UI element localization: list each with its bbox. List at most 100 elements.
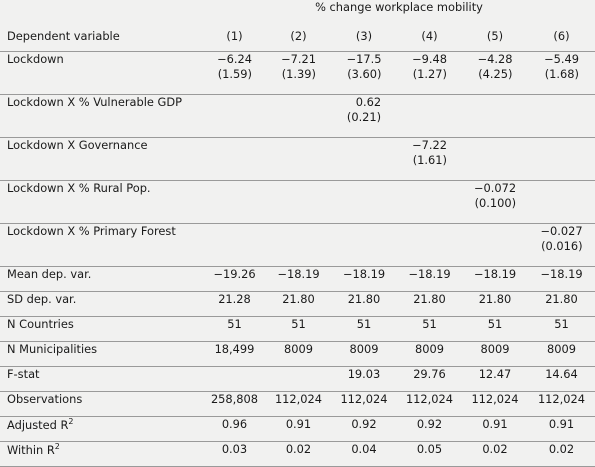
standard-error: (3.60) [347, 67, 382, 81]
statistic-value [203, 366, 266, 392]
statistic-value: 112,024 [331, 391, 397, 417]
coefficient-cell [462, 137, 528, 181]
statistic-value: 0.05 [397, 441, 462, 467]
group-label: % change workplace mobility [315, 0, 483, 14]
standard-error: (1.61) [412, 153, 447, 167]
row-label-text: Observations [7, 392, 83, 406]
coefficient-cell [266, 180, 331, 224]
coefficient-cell [203, 137, 266, 181]
coefficient-cell [203, 180, 266, 224]
statistic-value: 112,024 [266, 391, 331, 417]
row-label: Adjusted R2 [0, 416, 203, 442]
coefficient-row: Lockdown −6.24 (1.59) −7.21 (1.39) −17.5 (3.60… [0, 51, 595, 95]
standard-error: (0.016) [541, 239, 583, 253]
statistic-value: 19.03 [331, 366, 397, 392]
coefficient-cell: −4.28 (4.25) [462, 51, 528, 95]
standard-error: (1.68) [544, 67, 579, 81]
column-header: (2) [266, 29, 331, 52]
row-label-text: Within R [7, 442, 55, 457]
statistic-row: N Countries 51 51 51 51 51 51 [0, 316, 595, 342]
statistic-row: N Municipalities 18,499 8009 8009 8009 8009 80… [0, 341, 595, 367]
statistic-value: 21.80 [397, 291, 462, 317]
coefficient-value: −6.24 [217, 52, 252, 66]
statistic-value: −18.19 [462, 266, 528, 292]
dependent-variable-label: Dependent variable [0, 29, 203, 52]
coefficient-row: Lockdown X % Vulnerable GDP 0.62 (0.21) [0, 94, 595, 138]
standard-error: (4.25) [478, 67, 513, 81]
statistic-value: −18.19 [528, 266, 595, 292]
coefficient-value: −17.5 [346, 52, 382, 66]
coefficient-cell [397, 180, 462, 224]
statistic-row: Within R2 0.03 0.02 0.04 0.05 0.02 0.02 [0, 441, 595, 467]
coefficient-cell [397, 94, 462, 138]
row-label-text: Adjusted R [7, 417, 69, 432]
coefficient-cell [266, 137, 331, 181]
header-blank-cell [0, 0, 203, 29]
statistic-value: 8009 [397, 341, 462, 367]
statistic-value: 0.92 [397, 416, 462, 442]
coefficient-cell [203, 223, 266, 267]
statistic-value: 258,808 [203, 391, 266, 417]
statistic-value: 21.28 [203, 291, 266, 317]
statistic-value: 21.80 [528, 291, 595, 317]
coefficient-cell [266, 94, 331, 138]
row-label: Lockdown X % Primary Forest [0, 223, 203, 267]
statistic-value: −18.19 [331, 266, 397, 292]
statistic-value: 12.47 [462, 366, 528, 392]
statistic-value: 0.96 [203, 416, 266, 442]
row-label: Lockdown [0, 51, 203, 95]
row-label-text: N Countries [7, 317, 74, 331]
coefficient-cell [203, 94, 266, 138]
coefficient-cell [462, 223, 528, 267]
statistic-value [266, 366, 331, 392]
statistic-value: −18.19 [397, 266, 462, 292]
statistic-value: 0.91 [266, 416, 331, 442]
column-header: (3) [331, 29, 397, 52]
statistic-row: F-stat 19.03 29.76 12.47 14.64 [0, 366, 595, 392]
coefficient-cell [528, 180, 595, 224]
coefficient-cell: −5.49 (1.68) [528, 51, 595, 95]
coefficient-cell: −7.21 (1.39) [266, 51, 331, 95]
superscript: 2 [68, 417, 74, 426]
statistic-value: 51 [331, 316, 397, 342]
coefficient-cell: −17.5 (3.60) [331, 51, 397, 95]
coefficient-value: −0.072 [473, 181, 517, 195]
row-label: Within R2 [0, 441, 203, 467]
column-header: (5) [462, 29, 528, 52]
coefficient-value: −5.49 [544, 52, 579, 66]
statistic-value: 51 [462, 316, 528, 342]
coefficient-cell [331, 223, 397, 267]
statistic-value: 18,499 [203, 341, 266, 367]
statistic-value: 8009 [331, 341, 397, 367]
row-label-text: F-stat [7, 367, 40, 381]
row-label: SD dep. var. [0, 291, 203, 317]
row-label: Mean dep. var. [0, 266, 203, 292]
statistic-value: 112,024 [528, 391, 595, 417]
statistic-value: 112,024 [462, 391, 528, 417]
coefficient-cell: −9.48 (1.27) [397, 51, 462, 95]
coefficient-value: −4.28 [477, 52, 513, 66]
statistic-value: 21.80 [266, 291, 331, 317]
standard-error: (1.39) [281, 67, 316, 81]
statistic-value: 8009 [266, 341, 331, 367]
statistic-row: SD dep. var. 21.28 21.80 21.80 21.80 21.80 21.… [0, 291, 595, 317]
standard-error: (0.100) [474, 196, 517, 210]
coefficient-value: −0.027 [540, 224, 583, 238]
statistic-value: 0.02 [528, 441, 595, 467]
coefficient-cell [397, 223, 462, 267]
statistic-value: 0.04 [331, 441, 397, 467]
coefficient-row: Lockdown X % Primary Forest −0.027 (0.016) [0, 223, 595, 267]
statistic-value: 0.91 [528, 416, 595, 442]
statistic-value: 51 [203, 316, 266, 342]
coefficient-value: −7.22 [412, 138, 447, 152]
coefficient-value: 0.62 [355, 95, 382, 109]
row-label: N Countries [0, 316, 203, 342]
statistic-row: Mean dep. var. −19.26 −18.19 −18.19 −18.19 −1… [0, 266, 595, 292]
coefficient-cell [528, 137, 595, 181]
row-label: Lockdown X % Rural Pop. [0, 180, 203, 224]
row-label: Lockdown X Governance [0, 137, 203, 181]
coefficient-value: −9.48 [412, 52, 447, 66]
row-label-text: Mean dep. var. [7, 267, 92, 281]
row-label: N Municipalities [0, 341, 203, 367]
